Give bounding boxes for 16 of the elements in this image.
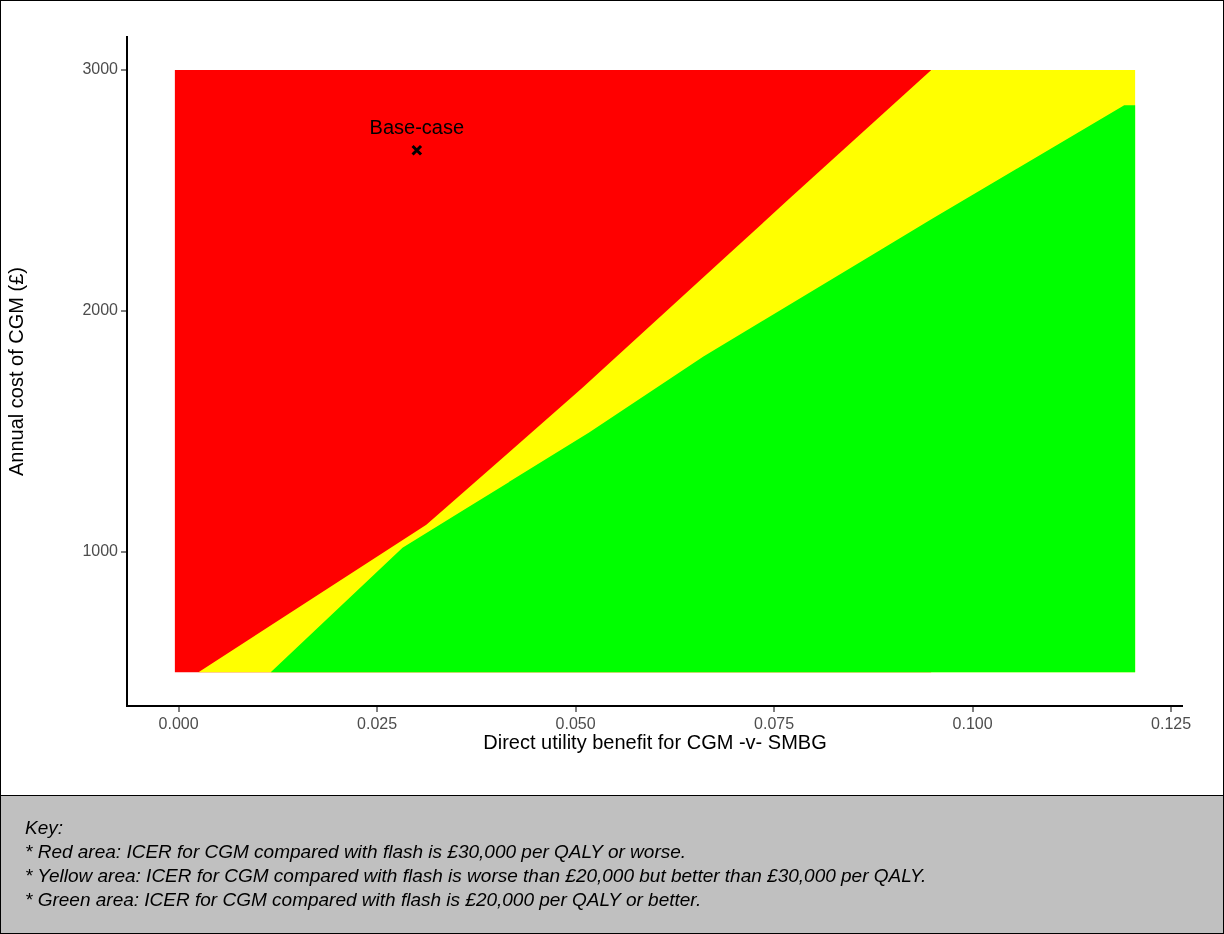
y-tick-label: 2000 bbox=[82, 301, 119, 319]
x-tick-label: 0.075 bbox=[754, 715, 795, 733]
y-tick-label: 3000 bbox=[82, 60, 119, 78]
y-axis-title: Annual cost of CGM (£) bbox=[4, 267, 27, 476]
series-label: Base-case bbox=[369, 115, 465, 138]
x-tick-label: 0.100 bbox=[952, 715, 993, 733]
y-tick-label: 1000 bbox=[82, 542, 119, 560]
x-tick-label: 0.025 bbox=[357, 715, 398, 733]
x-axis-title: Direct utility benefit for CGM -v- SMBG bbox=[483, 730, 827, 753]
text: Key: bbox=[25, 816, 65, 840]
x-tick-label: 0.050 bbox=[555, 715, 596, 733]
text: * Red area: ICER for CGM compared with flash is £30,000 per QALY or worse. bbox=[25, 840, 688, 864]
text: * Yellow area: ICER for CGM compared with flash is worse than £20,000 but better than £30,000 per QALY. bbox=[25, 864, 928, 888]
text: * Green area: ICER for CGM compared with flash is £20,000 per QALY or better. bbox=[25, 888, 703, 912]
x-tick-label: 0.000 bbox=[158, 715, 199, 733]
x-tick-label: 0.125 bbox=[1151, 715, 1192, 733]
